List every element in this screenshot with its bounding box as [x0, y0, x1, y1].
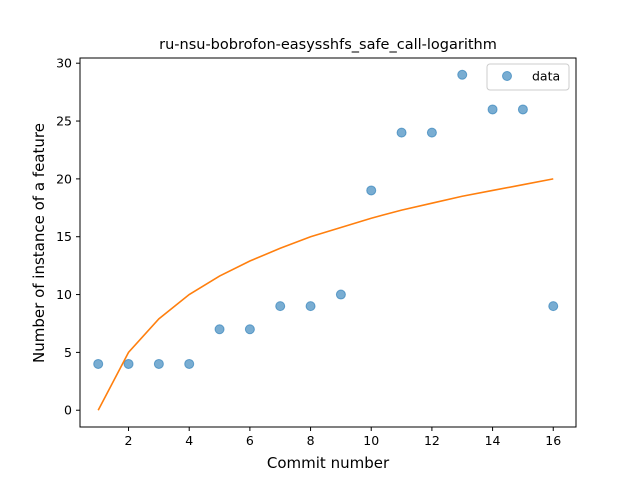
- legend: data: [486, 63, 570, 91]
- data-point: [396, 127, 407, 138]
- x-tick-label: 8: [307, 433, 315, 448]
- legend-data-marker: [502, 71, 512, 81]
- data-point: [366, 185, 377, 196]
- data-point: [93, 358, 104, 369]
- data-point: [305, 301, 316, 312]
- data-point: [123, 358, 134, 369]
- y-tick-label: 5: [64, 345, 72, 360]
- data-point: [457, 69, 468, 80]
- y-tick-label: 0: [64, 403, 72, 418]
- x-tick-label: 16: [545, 433, 561, 448]
- data-point: [335, 289, 346, 300]
- y-tick-label: 10: [56, 287, 72, 302]
- data-point: [487, 104, 498, 115]
- x-tick-label: 6: [246, 433, 254, 448]
- data-point: [517, 104, 528, 115]
- x-axis-label: Commit number: [267, 454, 390, 472]
- x-tick-label: 14: [485, 433, 501, 448]
- data-point: [184, 358, 195, 369]
- fit-line: [97, 178, 554, 411]
- x-tick-label: 10: [363, 433, 379, 448]
- data-point: [153, 358, 164, 369]
- y-tick-label: 20: [56, 171, 72, 186]
- plot-frame: [79, 57, 577, 428]
- x-tick-label: 4: [185, 433, 193, 448]
- data-point: [244, 324, 255, 335]
- data-point: [426, 127, 437, 138]
- chart-title: ru-nsu-bobrofon-easysshfs_safe_call-loga…: [159, 37, 497, 53]
- x-tick-label: 12: [424, 433, 440, 448]
- data-point: [275, 301, 286, 312]
- legend-box: [486, 63, 570, 91]
- plot-area: [93, 69, 559, 411]
- y-axis-label: Number of instance of a feature: [30, 123, 48, 363]
- legend-data-label: data: [532, 69, 560, 84]
- y-tick-label: 15: [56, 229, 72, 244]
- y-tick-label: 25: [56, 114, 72, 129]
- axis-ticks: 2 4 6 8 10 12 14 16 0 5 10 15 20 25 30: [56, 56, 577, 448]
- data-point: [214, 324, 225, 335]
- x-tick-label: 2: [125, 433, 133, 448]
- data-point: [548, 301, 559, 312]
- y-tick-label: 30: [56, 56, 72, 71]
